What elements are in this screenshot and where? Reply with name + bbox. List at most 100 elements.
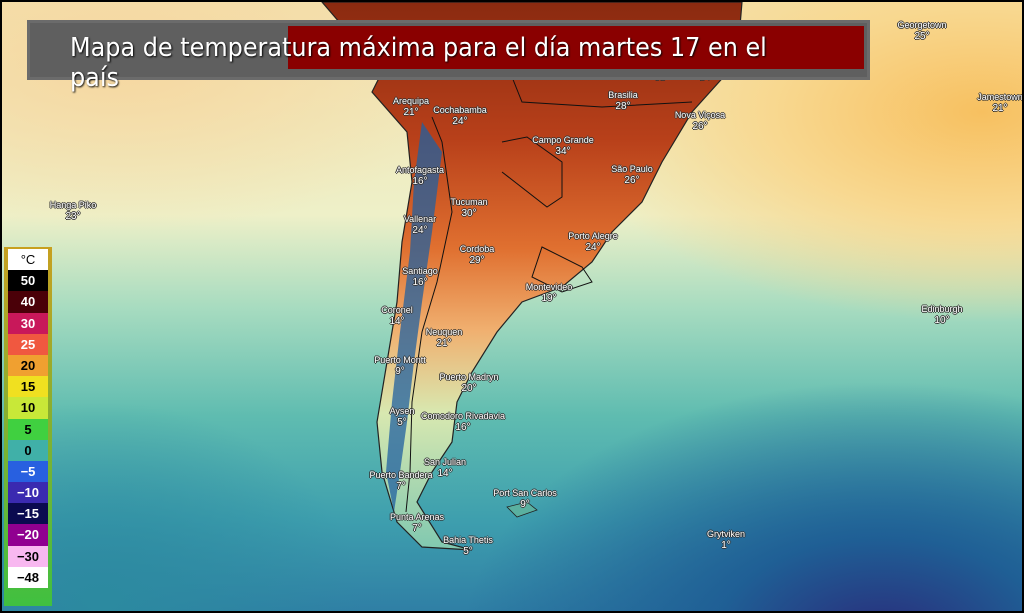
- city-label: Jamestown 21°: [977, 92, 1022, 114]
- legend-swatch: 40: [8, 291, 48, 313]
- city-temp: 21°: [992, 103, 1008, 114]
- legend-swatch: −30: [8, 545, 48, 567]
- city-temp: 1°: [721, 540, 731, 551]
- city-name: Coronel: [381, 305, 413, 315]
- city-temp: 9°: [520, 499, 530, 510]
- city-name: Aysen: [389, 406, 415, 416]
- city-temp: 9°: [395, 366, 405, 377]
- city-temp: 10°: [934, 315, 950, 326]
- city-temp: 16°: [412, 176, 428, 187]
- legend-swatch: 20: [8, 354, 48, 377]
- city-name: Nova Viçosa: [674, 110, 726, 120]
- city-name: Grytviken: [706, 529, 746, 539]
- city-name: Brasilia: [608, 90, 638, 100]
- city-name: Neuquen: [425, 327, 463, 337]
- title-banner: Mapa de temperatura máxima para el día m…: [27, 20, 870, 93]
- andes-highlands: [386, 122, 442, 512]
- city-name: Puerto Madryn: [439, 372, 499, 382]
- city-name: Puerto Bandera: [369, 470, 433, 480]
- city-label: Santiago 16°: [402, 266, 438, 288]
- legend-swatch: 50: [8, 270, 48, 292]
- city-temp: 34°: [555, 146, 571, 157]
- city-temp: 26°: [624, 175, 640, 186]
- city-temp: 7°: [396, 481, 406, 492]
- legend-swatch: −20: [8, 524, 48, 546]
- legend-swatch: 15: [8, 376, 48, 398]
- city-temp: 29°: [469, 255, 485, 266]
- temperature-legend: °C 50 40 30 25 20 15 10 5 0 −5 −10 −15 −20 −30 −48: [4, 247, 52, 606]
- city-name: Puerto Montt: [374, 355, 426, 365]
- legend-swatch: −5: [8, 460, 48, 483]
- city-label: Campo Grande 34°: [532, 135, 594, 157]
- city-temp: 30°: [461, 208, 477, 219]
- city-temp: 24°: [452, 116, 468, 127]
- city-temp: 28°: [615, 101, 631, 112]
- city-label: Puerto Montt 9°: [374, 355, 426, 377]
- city-name: São Paulo: [611, 164, 653, 174]
- city-label: Port San Carlos 9°: [493, 488, 557, 510]
- city-label: Coronel 14°: [381, 305, 413, 327]
- city-name: Porto Alegre: [568, 231, 618, 241]
- city-label: Georgetown 25°: [897, 20, 946, 42]
- city-temp: 16°: [455, 422, 471, 433]
- city-label: Neuquen 21°: [426, 327, 463, 349]
- city-label: Aysen 5°: [390, 406, 415, 428]
- city-temp: 7°: [412, 523, 422, 534]
- city-temp: 16°: [412, 277, 428, 288]
- city-name: Antofagasta: [395, 165, 445, 175]
- city-temp: 23°: [65, 211, 81, 222]
- city-name: Cochabamba: [433, 105, 487, 115]
- city-name: San Julian: [423, 457, 467, 467]
- city-label: Punta Arenas 7°: [390, 512, 444, 534]
- city-name: Arequipa: [392, 96, 430, 106]
- page-title: Mapa de temperatura máxima para el día m…: [70, 33, 767, 93]
- city-name: Santiago: [402, 266, 438, 276]
- city-label: Arequipa 21°: [393, 96, 429, 118]
- legend-swatch: 5: [8, 418, 48, 440]
- legend-swatch: 0: [8, 439, 48, 461]
- city-label: Antofagasta 16°: [396, 165, 444, 187]
- city-name: Campo Grande: [532, 135, 594, 145]
- city-temp: 24°: [412, 225, 428, 236]
- city-temp: 26°: [692, 121, 708, 132]
- city-label: Tucuman 30°: [450, 197, 487, 219]
- city-label: Nova Viçosa 26°: [675, 110, 725, 132]
- city-name: Bahia Thetis: [443, 535, 493, 545]
- city-name: Edinburgh: [921, 304, 963, 314]
- city-temp: 21°: [403, 107, 419, 118]
- city-label: Porto Alegre 24°: [568, 231, 618, 253]
- city-label: Comodoro Rivadavia 16°: [421, 411, 505, 433]
- city-name: Tucuman: [450, 197, 488, 207]
- city-name: Jamestown: [977, 92, 1022, 102]
- city-name: Vallenar: [403, 214, 437, 224]
- city-label: Puerto Madryn 20°: [439, 372, 498, 394]
- city-label: Puerto Bandera 7°: [369, 470, 432, 492]
- legend-unit: °C: [8, 249, 48, 271]
- city-label: São Paulo 26°: [611, 164, 653, 186]
- city-temp: 20°: [461, 383, 477, 394]
- legend-swatch: 25: [8, 333, 48, 355]
- legend-swatch: 10: [8, 397, 48, 419]
- city-label: Vallenar 24°: [404, 214, 436, 236]
- city-label: Edinburgh 10°: [921, 304, 962, 326]
- falklands: [506, 501, 538, 518]
- city-label: Hanga Piko 23°: [50, 200, 97, 222]
- city-temp: 14°: [437, 468, 453, 479]
- city-label: Grytviken 1°: [707, 529, 745, 551]
- city-name: Comodoro Rivadavia: [420, 411, 506, 421]
- legend-swatch: 30: [8, 312, 48, 334]
- city-label: Cordoba 29°: [460, 244, 495, 266]
- city-label: Bahia Thetis 5°: [443, 535, 493, 557]
- city-name: Montevideo: [525, 282, 573, 292]
- city-temp: 5°: [397, 417, 407, 428]
- city-name: Port San Carlos: [493, 488, 557, 498]
- border-lines: [405, 76, 693, 513]
- city-name: Georgetown: [897, 20, 947, 30]
- city-temp: 21°: [436, 338, 452, 349]
- city-temp: 24°: [585, 242, 601, 253]
- city-label: Montevideo 19°: [526, 282, 573, 304]
- city-name: Hanga Piko: [49, 200, 97, 210]
- title-banner-red: [288, 26, 864, 69]
